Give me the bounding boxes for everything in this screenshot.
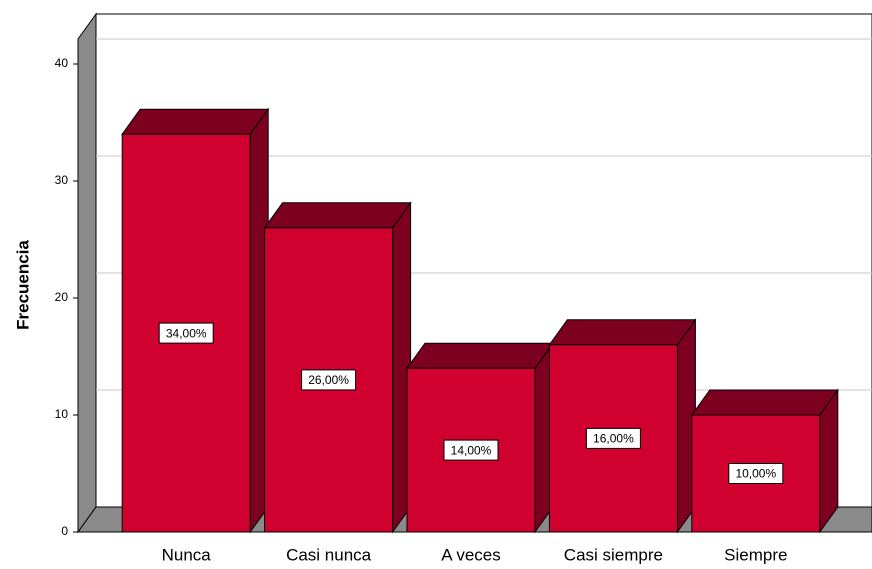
bar-top (406, 342, 554, 369)
value-label-box (158, 322, 214, 344)
x-tick-label: Siempre (724, 545, 787, 564)
value-label-box (728, 463, 784, 484)
y-axis-title: Frecuencia (13, 240, 32, 330)
value-label: 26,00% (308, 373, 349, 387)
x-tick-label: Casi nunca (286, 545, 372, 564)
y-tick-label: 30 (55, 173, 69, 187)
bar-top (263, 202, 412, 229)
left-wall (77, 12, 97, 534)
y-tick-label: 20 (55, 290, 69, 304)
value-label: 14,00% (451, 443, 492, 457)
bar (548, 344, 678, 533)
y-tick-label: 40 (55, 56, 69, 70)
value-label-box (443, 439, 499, 461)
x-tick-label: Nunca (162, 545, 212, 564)
value-label-box (585, 427, 641, 449)
x-tick-label: Casi siempre (564, 545, 663, 564)
y-tick-label: 0 (61, 524, 68, 538)
bar-top (548, 319, 697, 346)
y-tick-label: 10 (55, 407, 69, 421)
x-tick-label: A veces (441, 545, 501, 564)
value-label: 34,00% (166, 326, 207, 340)
bar-top (121, 108, 270, 135)
value-label: 10,00% (735, 467, 776, 481)
value-label: 16,00% (593, 432, 634, 446)
bar-top (690, 389, 839, 416)
value-label-box (301, 369, 357, 391)
